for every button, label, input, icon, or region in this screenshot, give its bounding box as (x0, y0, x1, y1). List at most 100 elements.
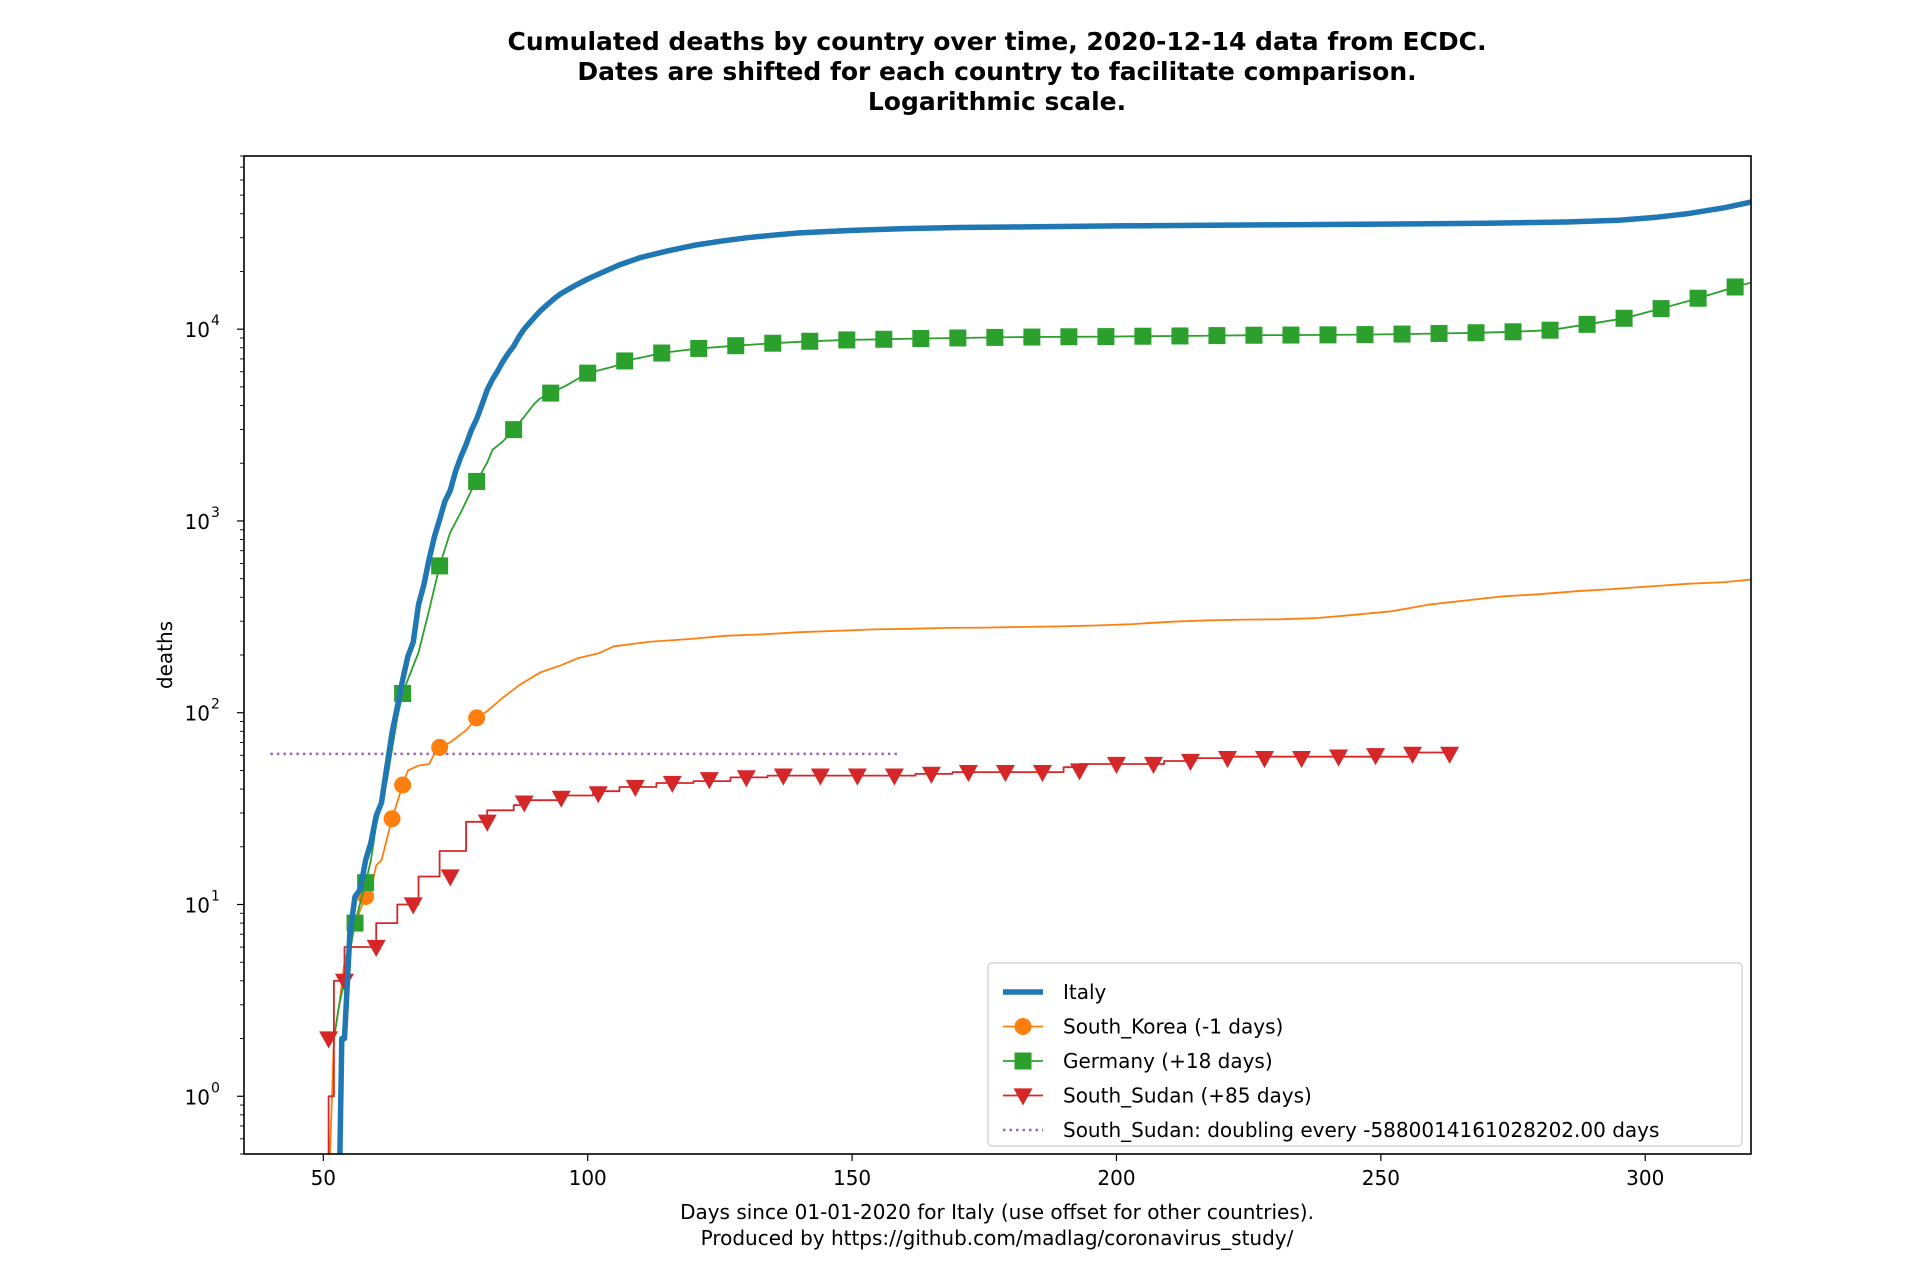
data-point (1106, 756, 1126, 775)
data-point (383, 810, 401, 828)
chart-title: Cumulated deaths by country over time, 2… (507, 27, 1486, 116)
plot-frame (243, 155, 1752, 1155)
chart-title-line-1: Cumulated deaths by country over time, 2… (507, 27, 1486, 56)
data-point (1393, 325, 1411, 343)
data-point (1652, 300, 1670, 318)
data-point (1245, 326, 1263, 344)
legend-label: Italy (1063, 980, 1107, 1004)
data-point (1181, 753, 1201, 771)
data-point (514, 795, 534, 813)
data-point (1319, 326, 1337, 344)
data-point (662, 775, 682, 793)
legend-entry: Germany (+18 days) (1003, 1049, 1273, 1073)
data-point (468, 709, 486, 727)
legend-marker (1013, 1088, 1033, 1106)
data-point (588, 786, 608, 804)
y-tick-base: 10 (185, 1085, 210, 1109)
y-tick-label: 10 2 (185, 697, 220, 726)
y-tick-label: 10 3 (185, 505, 220, 534)
data-point (403, 897, 423, 915)
data-point (773, 768, 793, 786)
data-point (431, 738, 449, 756)
data-point (1615, 309, 1633, 327)
legend-entry: South_Korea (-1 days) (1003, 1015, 1283, 1039)
data-point (1171, 327, 1189, 345)
data-point (847, 768, 867, 786)
x-tick-label: 50 (311, 1166, 336, 1190)
y-tick-exponent: 4 (211, 313, 220, 329)
data-point (505, 421, 523, 439)
data-point (1504, 323, 1522, 341)
data-point (995, 765, 1015, 783)
data-point (1403, 746, 1423, 764)
data-point (440, 869, 460, 887)
data-point (921, 766, 941, 784)
legend-entry: Italy (1003, 980, 1107, 1004)
y-tick-base: 10 (185, 702, 210, 726)
data-point (477, 814, 497, 832)
data-point (394, 776, 412, 794)
data-point (542, 384, 560, 402)
data-point (1208, 327, 1226, 345)
data-point (736, 770, 756, 788)
data-point (1218, 750, 1238, 769)
data-point (986, 328, 1004, 346)
legend: Italy South_Korea (-1 days) Germany (+18 d… (987, 962, 1743, 1147)
data-point (884, 768, 904, 786)
y-tick-label: 10 0 (185, 1080, 220, 1109)
data-point (625, 779, 645, 797)
data-point (1541, 321, 1559, 339)
y-tick-exponent: 1 (211, 889, 220, 905)
data-point (1356, 326, 1374, 344)
x-tick-label: 150 (833, 1166, 871, 1190)
data-point (551, 790, 571, 808)
series-line (327, 751, 1450, 1154)
series-line (337, 199, 1751, 1154)
data-point (1282, 326, 1300, 344)
chart-title-line-3: Logarithmic scale. (868, 87, 1126, 116)
data-point (1069, 763, 1089, 781)
series-3 (319, 746, 1460, 1154)
y-tick-exponent: 2 (211, 697, 220, 713)
data-point (875, 330, 893, 348)
legend-marker (1014, 1052, 1032, 1070)
data-point (1366, 748, 1386, 766)
series-0 (337, 199, 1751, 1154)
legend-label: South_Sudan (+85 days) (1063, 1084, 1312, 1108)
data-point (1023, 328, 1041, 346)
data-point (810, 768, 830, 786)
data-point (1467, 324, 1485, 342)
data-point (1726, 278, 1744, 296)
data-point (653, 344, 671, 362)
y-tick-base: 10 (185, 318, 210, 342)
legend-label: Germany (+18 days) (1063, 1049, 1273, 1073)
legend-label: South_Korea (-1 days) (1063, 1015, 1283, 1039)
data-point (1292, 750, 1312, 769)
data-point (1060, 328, 1078, 346)
legend-entry: South_Sudan: doubling every -58800141610… (1003, 1118, 1659, 1142)
series-line (328, 281, 1751, 1040)
data-point (1143, 756, 1163, 775)
data-point (1689, 289, 1707, 307)
x-tick-label: 300 (1626, 1166, 1664, 1190)
legend-label: South_Sudan: doubling every -58800141610… (1063, 1118, 1659, 1142)
x-tick-label: 100 (569, 1166, 607, 1190)
x-axis-label-line-2: Produced by https://github.com/madlag/co… (701, 1226, 1294, 1250)
x-tick-label: 250 (1362, 1166, 1400, 1190)
x-tick-label: 200 (1097, 1166, 1135, 1190)
data-point (764, 334, 782, 352)
data-point (468, 472, 486, 490)
data-point (727, 337, 745, 355)
y-tick-base: 10 (185, 510, 210, 534)
data-point (1329, 749, 1349, 767)
y-tick-exponent: 0 (211, 1080, 220, 1096)
data-point (616, 352, 634, 370)
y-tick-label: 10 1 (185, 889, 220, 918)
data-point (949, 329, 967, 347)
legend-entry: South_Sudan (+85 days) (1003, 1084, 1312, 1108)
data-point (912, 330, 930, 348)
y-tick-label: 10 4 (185, 313, 220, 342)
data-point (579, 364, 597, 382)
